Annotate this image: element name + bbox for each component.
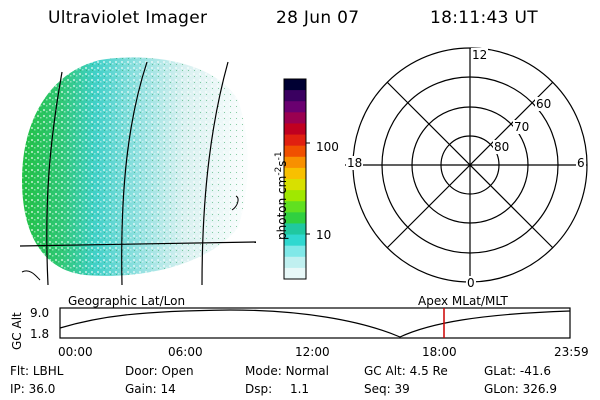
mlt-label-6: 6 [576, 156, 586, 170]
colorbar-segment [284, 145, 306, 158]
colorbar-segment [284, 79, 306, 91]
info-filter-label: Flt: [10, 364, 29, 378]
info-mode-label: Mode: [245, 364, 282, 378]
timeline-x-tick-1800: 18:00 [422, 345, 457, 359]
colorbar-label-mid: s [275, 160, 289, 167]
info-ip-value: 36.0 [28, 382, 56, 396]
timeline-y-tick-1-8: 1.8 [30, 327, 50, 341]
info-dsp-label: Dsp: [245, 382, 273, 396]
colorbar-segment [284, 201, 306, 213]
info-seq-value: 39 [394, 382, 410, 396]
info-filter-value: LBHL [32, 364, 64, 378]
info-filter: Flt: LBHL [10, 364, 63, 378]
info-dsp-value: 1.1 [289, 382, 310, 396]
info-gain-value: 14 [160, 382, 176, 396]
colorbar-label-exp2: -1 [274, 151, 284, 161]
info-ip-label: IP: [10, 382, 25, 396]
colorbar-segment [284, 212, 306, 224]
mlt-label-18: 18 [346, 156, 364, 170]
info-glon-label: GLon: [484, 382, 519, 396]
timeline-x-tick-0000: 00:00 [58, 345, 93, 359]
timeline-x-tick-0600: 06:00 [168, 345, 203, 359]
colorbar-segment [284, 234, 306, 247]
colorbar-segment [284, 112, 306, 124]
timeline-right-title: Apex MLat/MLT [418, 294, 508, 308]
timeline-y-tick-9: 9.0 [30, 306, 50, 320]
colorbar-segment [284, 101, 306, 113]
colorbar-label-exp1: -2 [274, 166, 284, 176]
colorbar-segment [284, 256, 306, 269]
timeline-x-tick-2359: 23:59 [554, 345, 589, 359]
colorbar-label-base: photon cm [275, 175, 289, 240]
info-seq-label: Seq: [364, 382, 391, 396]
info-door-label: Door: [125, 364, 158, 378]
timeline-left-title: Geographic Lat/Lon [68, 294, 186, 308]
colorbar-segment [284, 167, 306, 180]
info-gain-label: Gain: [125, 382, 157, 396]
colorbar-segment [284, 223, 306, 236]
info-glat: GLat: -41.6 [484, 364, 551, 378]
info-gc-alt-value: 4.5 Re [409, 364, 448, 378]
info-seq: Seq: 39 [364, 382, 410, 396]
colorbar-segment [284, 123, 306, 136]
lat-label-60: 60 [535, 97, 553, 111]
info-mode-value: Normal [285, 364, 329, 378]
info-gc-alt-label: GC Alt: [364, 364, 406, 378]
colorbar-segment [284, 90, 306, 102]
colorbar-segment [284, 134, 306, 147]
info-door-value: Open [161, 364, 194, 378]
instrument-title: Ultraviolet Imager [48, 8, 208, 28]
colorbar-segment [284, 190, 306, 202]
colorbar-tick-10: 10 [316, 228, 332, 242]
colorbar-segment [284, 156, 306, 169]
colorbar-segment [284, 245, 306, 258]
colorbar-tick-100: 100 [316, 140, 339, 154]
mlt-label-0: 0 [466, 276, 476, 290]
info-ip: IP: 36.0 [10, 382, 55, 396]
info-mode: Mode: Normal [245, 364, 329, 378]
polar-mlt-plot [345, 47, 588, 283]
colorbar-segment [284, 267, 306, 280]
date-label: 28 Jun 07 [276, 8, 360, 28]
colorbar-border [283, 78, 307, 280]
mlt-label-12: 12 [471, 48, 489, 62]
lat-label-70: 70 [513, 120, 531, 134]
info-glon: GLon: 326.9 [484, 382, 557, 396]
timeline-x-tick-1200: 12:00 [295, 345, 330, 359]
colorbar-segment [284, 179, 306, 191]
timeline-y-axis-label: GC Alt [10, 312, 24, 350]
colorbar-unit-label: photon cm-2s-1 [274, 151, 289, 240]
time-label: 18:11:43 UT [430, 8, 538, 28]
info-glon-value: 326.9 [522, 382, 557, 396]
info-glat-label: GLat: [484, 364, 517, 378]
color-scale-bar [283, 78, 310, 280]
info-glat-value: -41.6 [519, 364, 551, 378]
info-gc-alt: GC Alt: 4.5 Re [364, 364, 448, 378]
info-door: Door: Open [125, 364, 194, 378]
info-gain: Gain: 14 [125, 382, 176, 396]
auroral-image [19, 57, 257, 286]
altitude-timeline-plot [59, 307, 571, 339]
lat-label-80: 80 [493, 140, 511, 154]
info-dsp: Dsp: 1.1 [245, 382, 309, 396]
